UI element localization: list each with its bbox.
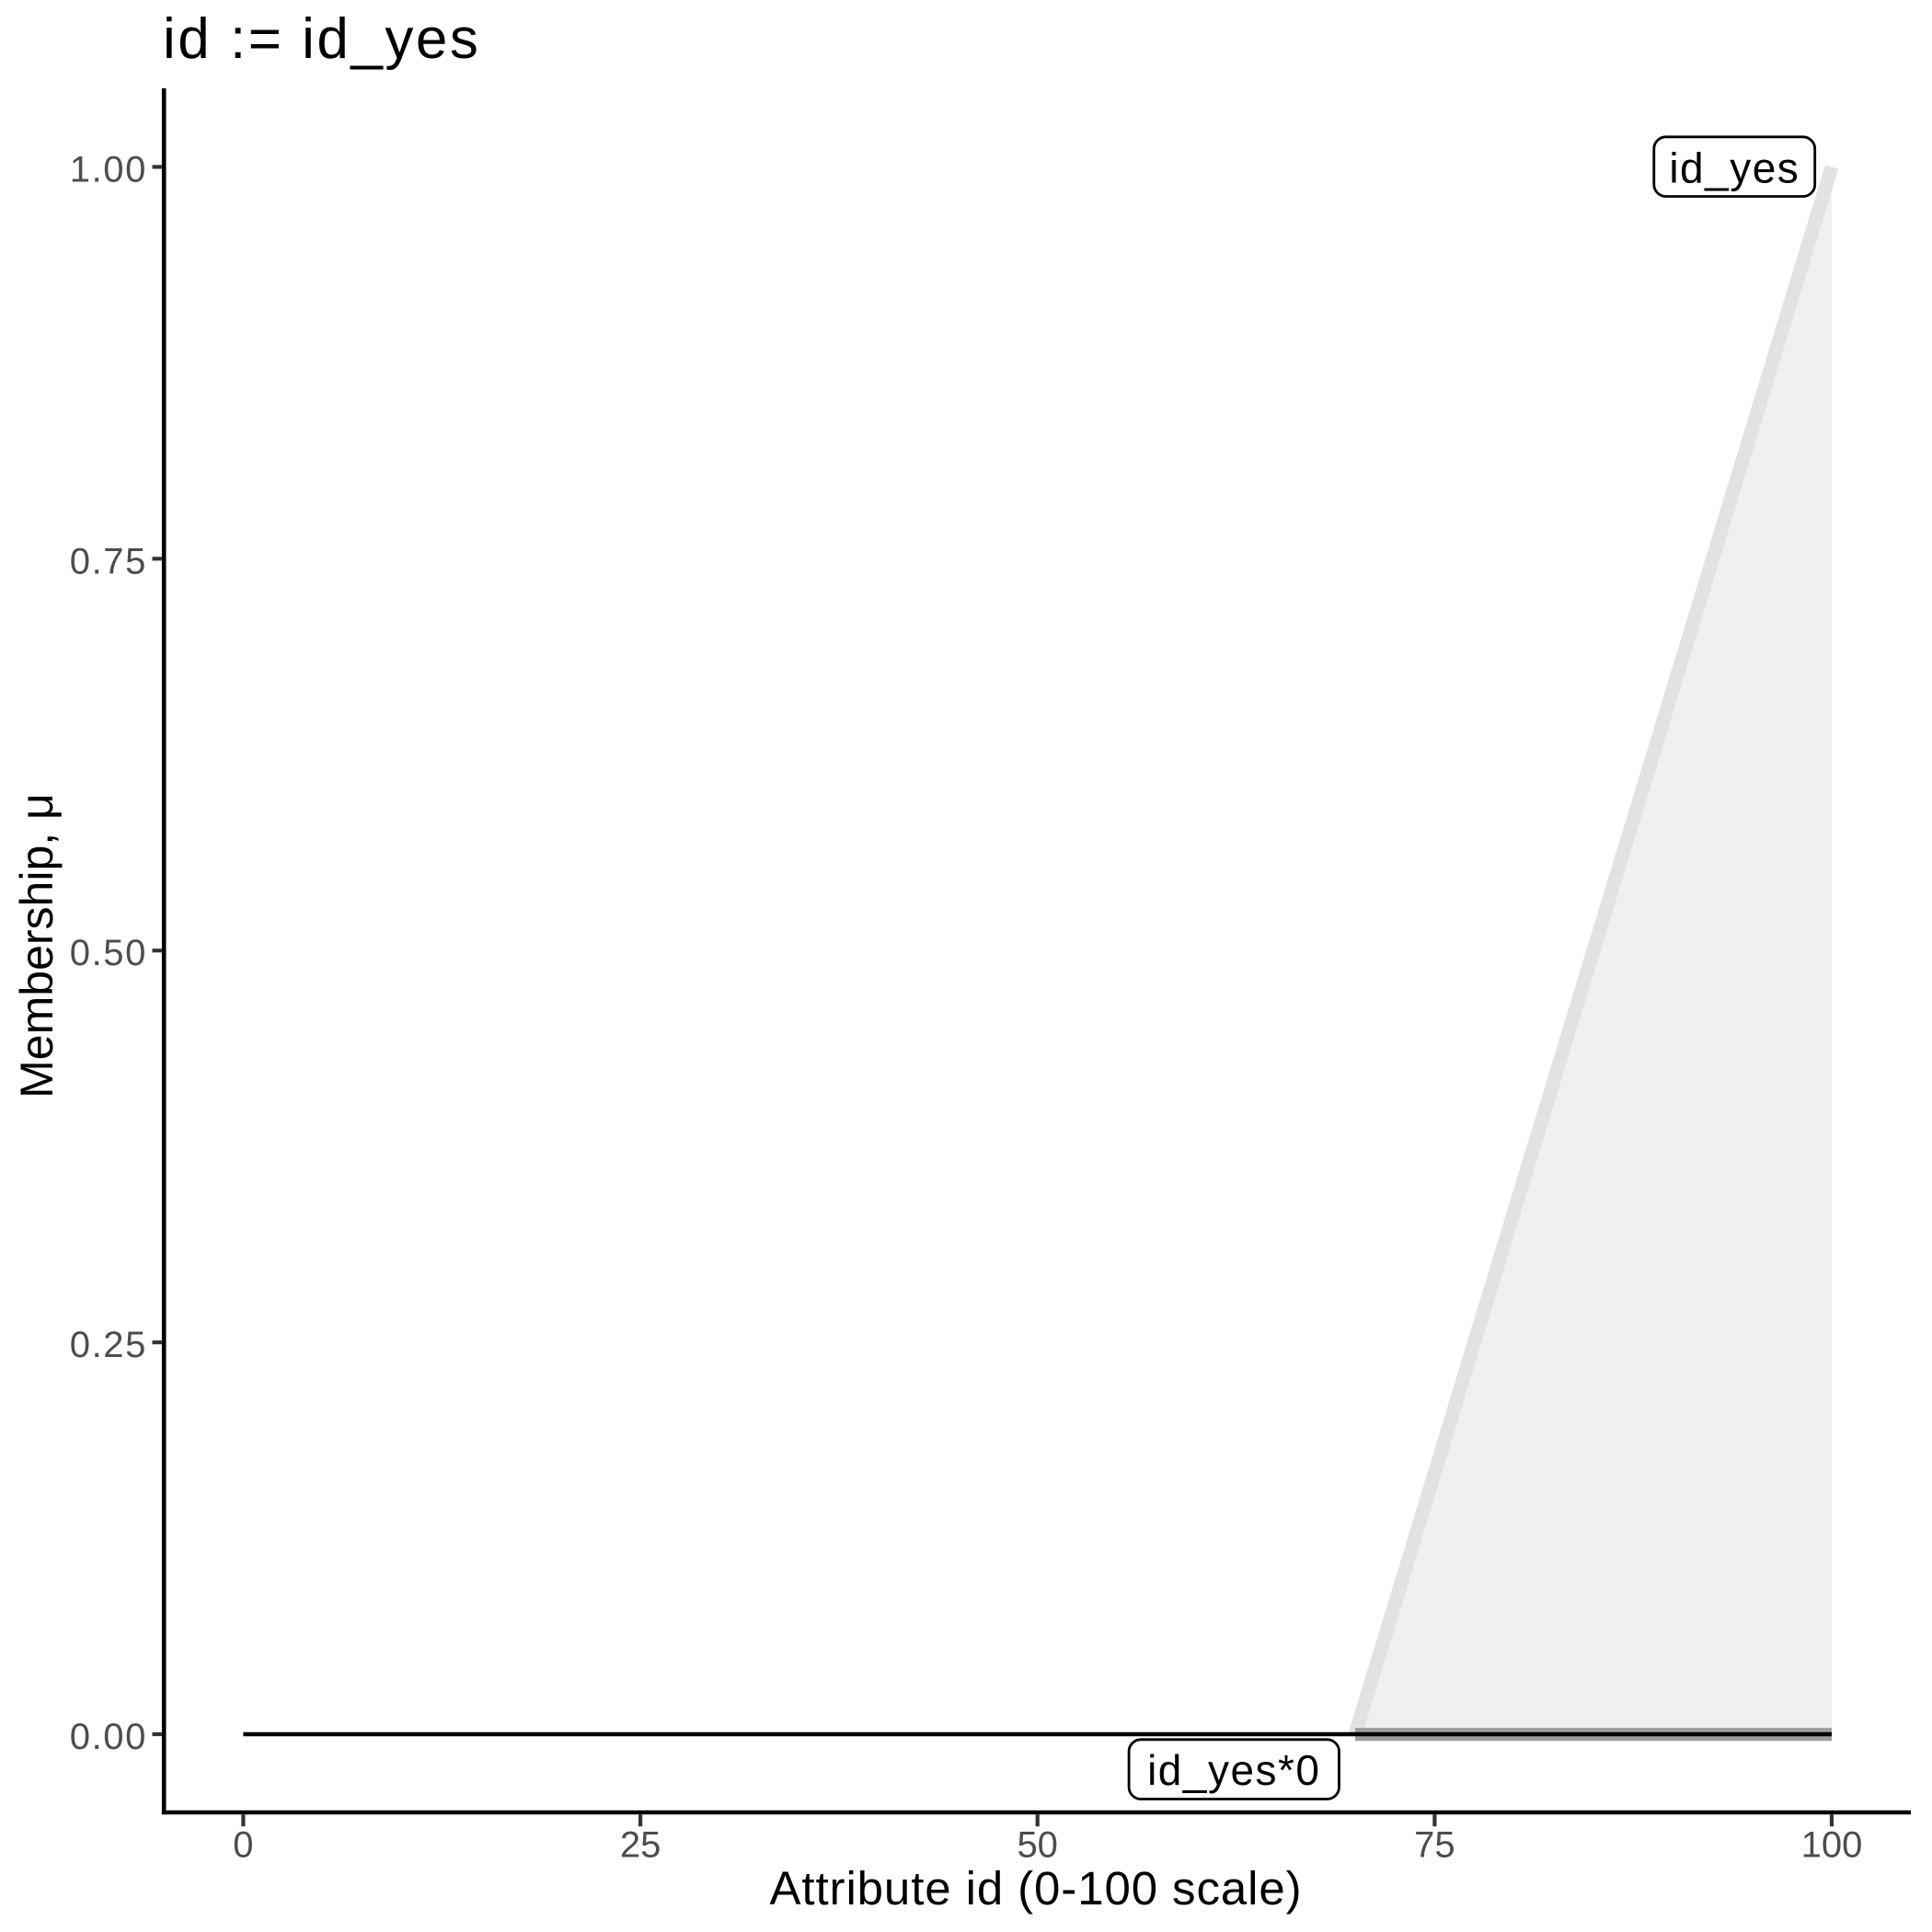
svg-text:id_yes*0: id_yes*0	[1147, 1746, 1320, 1794]
svg-text:0.75: 0.75	[70, 541, 147, 581]
svg-text:id := id_yes: id := id_yes	[163, 7, 480, 71]
svg-text:Attribute id (0-100 scale): Attribute id (0-100 scale)	[770, 1862, 1303, 1915]
svg-text:25: 25	[620, 1824, 661, 1865]
svg-text:0: 0	[233, 1824, 253, 1865]
svg-text:100: 100	[1801, 1824, 1863, 1865]
svg-text:0.50: 0.50	[70, 933, 147, 973]
svg-text:id_yes: id_yes	[1669, 144, 1800, 192]
svg-text:0.25: 0.25	[70, 1325, 147, 1365]
svg-text:1.00: 1.00	[70, 149, 147, 190]
svg-text:Membership, μ: Membership, μ	[11, 793, 63, 1098]
svg-text:50: 50	[1017, 1824, 1058, 1865]
svg-text:75: 75	[1414, 1824, 1455, 1865]
svg-text:0.00: 0.00	[70, 1717, 147, 1757]
